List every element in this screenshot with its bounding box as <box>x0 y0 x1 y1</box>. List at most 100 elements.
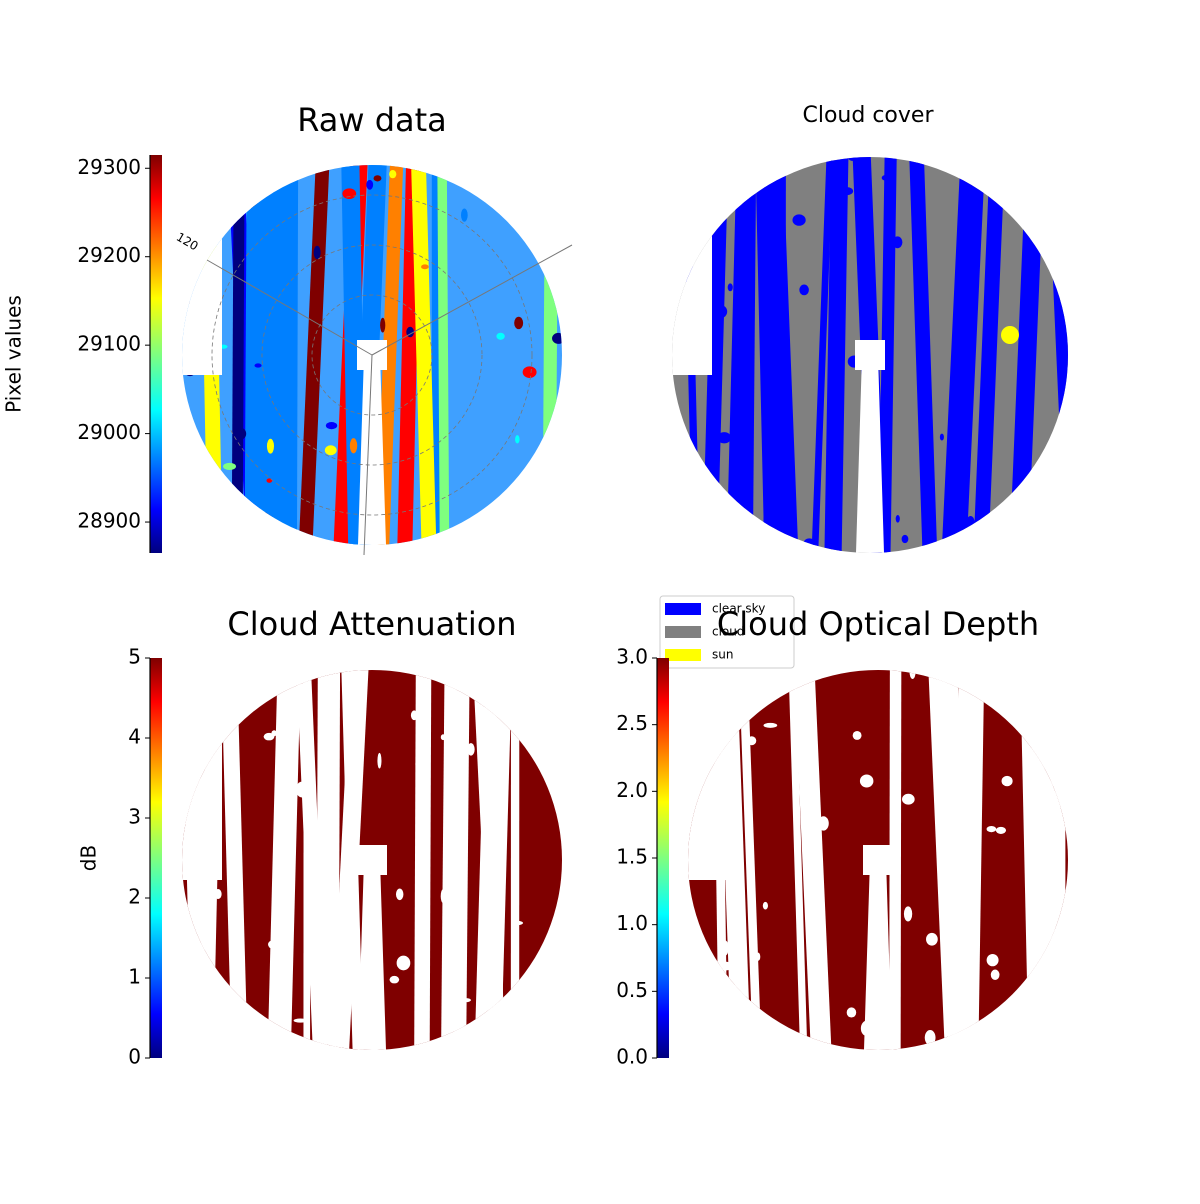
image-blob <box>981 431 989 443</box>
image-blob <box>395 888 404 901</box>
image-blob <box>714 305 728 318</box>
image-stripe <box>788 670 808 1050</box>
image-stripe <box>267 670 301 1050</box>
colorbar-tick-label: 4 <box>128 725 141 749</box>
image-blob <box>210 187 217 195</box>
panel-title: Cloud Optical Depth <box>717 605 1039 643</box>
image-blob <box>729 673 742 678</box>
image-blob <box>990 969 1000 980</box>
colorbar-tick-label: 0 <box>128 1045 141 1069</box>
image-blob <box>846 1007 857 1018</box>
image-blob <box>721 940 729 956</box>
image-blob <box>719 961 733 971</box>
mount-arm <box>864 860 892 1050</box>
colorbar-label: dB <box>77 845 101 871</box>
image-blob <box>901 534 909 544</box>
image-blob <box>380 317 386 333</box>
colorbar-tick-label: 0.5 <box>616 978 648 1002</box>
image-blob <box>467 743 475 756</box>
image-blob <box>792 214 806 226</box>
polar-grid <box>261 244 483 466</box>
image-blob <box>799 284 809 296</box>
image-stripe <box>231 165 245 545</box>
polar-spoke <box>206 259 373 356</box>
image-blob <box>271 730 277 737</box>
image-stripe <box>1020 670 1051 1050</box>
image-stripe <box>437 165 450 545</box>
image-blob <box>803 538 816 550</box>
colorbar-tick-label: 29100 <box>77 332 141 356</box>
image-blob <box>552 332 562 344</box>
colorbar-tick-label: 5 <box>128 645 141 669</box>
image-blob <box>389 975 400 984</box>
image-blob <box>373 175 382 182</box>
image-blob <box>185 731 193 748</box>
colorbar-label: Pixel values <box>2 295 26 413</box>
image-blob <box>555 409 562 422</box>
image-blob <box>1001 775 1013 787</box>
colorbar-tick-label: 29300 <box>77 155 141 179</box>
image-stripe <box>1009 157 1045 553</box>
image-stripe <box>738 670 762 1050</box>
image-blob <box>480 796 489 804</box>
image-stripe <box>941 157 986 553</box>
image-stripe <box>298 165 330 545</box>
image-blob <box>496 332 505 340</box>
image-blob <box>909 670 916 679</box>
image-blob <box>366 179 374 190</box>
image-stripe <box>341 165 367 545</box>
sky-image <box>182 165 562 545</box>
image-blob <box>226 787 236 801</box>
image-blob <box>514 316 524 330</box>
colorbar-tick-label: 0.0 <box>616 1045 648 1069</box>
image-blob <box>410 710 418 721</box>
colorbar-tick-label: 3 <box>128 805 141 829</box>
mount-arm <box>358 355 386 545</box>
image-mask-left <box>672 157 712 375</box>
image-stripe <box>878 157 897 553</box>
image-blob <box>440 889 446 903</box>
panel-title: Cloud cover <box>803 103 935 128</box>
image-blob <box>986 953 999 967</box>
image-blob <box>415 756 422 772</box>
image-blob <box>325 422 338 430</box>
image-blob <box>266 438 275 454</box>
image-blob <box>944 715 957 726</box>
image-stripe <box>726 157 754 553</box>
image-mask-left <box>182 165 222 375</box>
image-blob <box>349 438 358 454</box>
image-mask-left <box>688 670 728 880</box>
image-blob <box>324 963 331 978</box>
image-blob <box>859 274 867 285</box>
image-stripe <box>244 165 275 545</box>
colorbar-tick-label: 29000 <box>77 420 141 444</box>
panel-title: Cloud Attenuation <box>227 605 516 643</box>
image-blob <box>767 249 773 258</box>
image-blob <box>223 462 237 471</box>
image-blob <box>263 732 275 741</box>
image-stripe <box>755 157 774 553</box>
image-blob <box>818 816 829 831</box>
image-blob <box>324 445 337 456</box>
image-blob <box>840 187 854 196</box>
image-blob <box>864 188 869 199</box>
legend-label: clear sky <box>712 602 765 616</box>
image-stripe <box>889 670 902 1050</box>
image-blob <box>903 906 913 922</box>
image-blob <box>895 514 900 523</box>
image-blob <box>756 952 761 961</box>
image-blob <box>554 708 562 719</box>
colorbar-tick-label: 2.5 <box>616 711 648 735</box>
colorbar <box>150 155 162 553</box>
image-blob <box>377 752 382 769</box>
image-blob <box>512 920 524 926</box>
colorbar <box>657 658 669 1058</box>
image-stripe <box>824 157 849 553</box>
image-stripe <box>909 157 938 553</box>
image-blob <box>460 208 468 222</box>
image-blob <box>440 734 446 741</box>
image-stripe <box>414 670 432 1050</box>
image-mask-left <box>182 670 222 880</box>
image-stripe <box>411 165 437 545</box>
